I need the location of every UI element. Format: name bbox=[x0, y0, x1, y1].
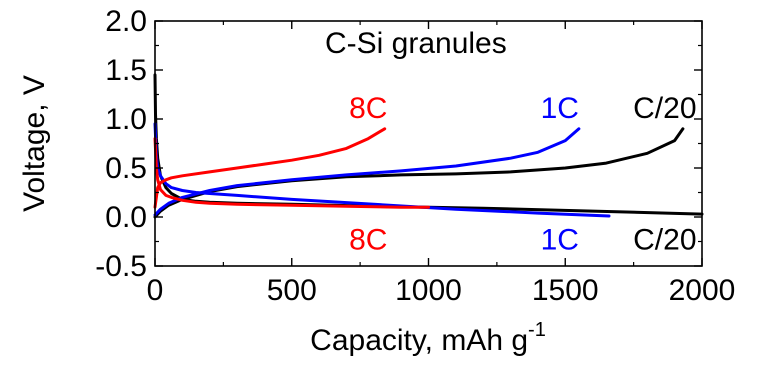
x-axis-label: Capacity, mAh g-1 bbox=[310, 319, 546, 357]
rate-label: 1C bbox=[541, 92, 579, 125]
chart-title: C-Si granules bbox=[325, 27, 507, 60]
x-tick-label: 1500 bbox=[532, 274, 599, 307]
x-tick-label: 0 bbox=[147, 274, 164, 307]
rate-label: C/20 bbox=[633, 224, 696, 257]
x-tick-label: 2000 bbox=[669, 274, 736, 307]
x-axis-ticks: 0 500 1000 1500 2000 bbox=[147, 21, 736, 307]
series-line-delithiation bbox=[153, 127, 581, 217]
series-line-lithiation bbox=[153, 73, 704, 216]
series-line-lithiation bbox=[153, 137, 430, 209]
annotations: 8C 1C C/20 8C 1C C/20 bbox=[349, 92, 696, 256]
x-tick-label: 1000 bbox=[395, 274, 462, 307]
rate-label: 8C bbox=[349, 224, 387, 257]
y-tick-label: 2.0 bbox=[105, 5, 147, 38]
y-tick-label: 1.5 bbox=[105, 54, 147, 87]
y-tick-label: 1.0 bbox=[105, 103, 147, 136]
y-axis-label: Voltage, V bbox=[18, 75, 51, 212]
series-line-delithiation bbox=[153, 127, 685, 219]
x-axis-label-text: Capacity, mAh g bbox=[310, 324, 528, 357]
rate-label: 1C bbox=[541, 224, 579, 257]
plot-lines bbox=[153, 73, 704, 219]
y-axis-ticks: -0.5 0.0 0.5 1.0 1.5 2.0 bbox=[95, 5, 702, 283]
y-tick-label: -0.5 bbox=[95, 250, 147, 283]
x-axis-label-superscript: -1 bbox=[528, 319, 546, 341]
rate-label: 8C bbox=[349, 92, 387, 125]
y-tick-label: 0.5 bbox=[105, 152, 147, 185]
x-tick-label: 500 bbox=[267, 274, 317, 307]
y-tick-label: 0.0 bbox=[105, 201, 147, 234]
rate-label: C/20 bbox=[633, 92, 696, 125]
series-line-delithiation bbox=[153, 127, 387, 209]
